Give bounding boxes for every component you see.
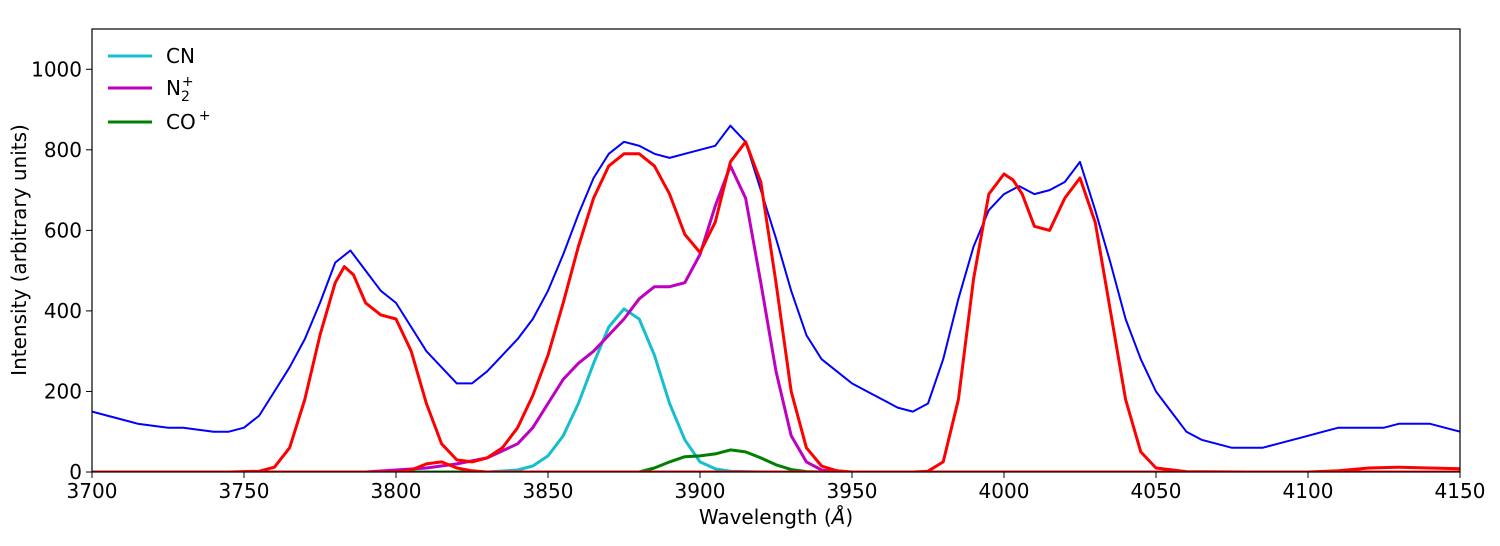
legend-label-co-plus: CO + (166, 108, 210, 134)
x-tick-label: 3950 (827, 479, 878, 503)
x-tick-label: 4150 (1435, 479, 1486, 503)
x-tick-label: 4100 (1283, 479, 1334, 503)
x-tick-label: 3750 (219, 479, 270, 503)
legend-label-n2-plus: N2+ (166, 74, 194, 105)
y-tick-label: 400 (44, 299, 82, 323)
x-axis-label-unit: Å (830, 505, 846, 529)
y-axis-label: Intensity (arbitrary units) (7, 124, 31, 376)
legend: CN N2+ CO + (108, 44, 210, 134)
x-axis-label: Wavelength (Å) (699, 505, 853, 529)
legend-label-cn: CN (166, 44, 195, 68)
x-tick-label: 3900 (675, 479, 726, 503)
x-tick-label: 3800 (371, 479, 422, 503)
y-tick-label: 200 (44, 379, 82, 403)
series-line-observed (92, 124, 1460, 449)
series-line-co- (92, 448, 1460, 472)
x-axis-ticks: 3700 3750 3800 3850 3900 3950 4000 4050 4100 4150 (67, 472, 1486, 503)
x-tick-label: 4050 (1131, 479, 1182, 503)
y-tick-label: 800 (44, 138, 82, 162)
series-layer (92, 124, 1460, 472)
y-tick-label: 1000 (31, 57, 82, 81)
series-line-fit (92, 140, 1460, 472)
x-tick-label: 3700 (67, 479, 118, 503)
x-tick-label: 4000 (979, 479, 1030, 503)
x-tick-label: 3850 (523, 479, 574, 503)
y-axis-ticks: 0 200 400 600 800 1000 (31, 57, 92, 484)
y-tick-label: 0 (69, 460, 82, 484)
y-tick-label: 600 (44, 218, 82, 242)
x-axis-label-text: Wavelength (699, 505, 818, 529)
plot-frame (91, 28, 1461, 473)
series-line-cn (92, 307, 1460, 472)
